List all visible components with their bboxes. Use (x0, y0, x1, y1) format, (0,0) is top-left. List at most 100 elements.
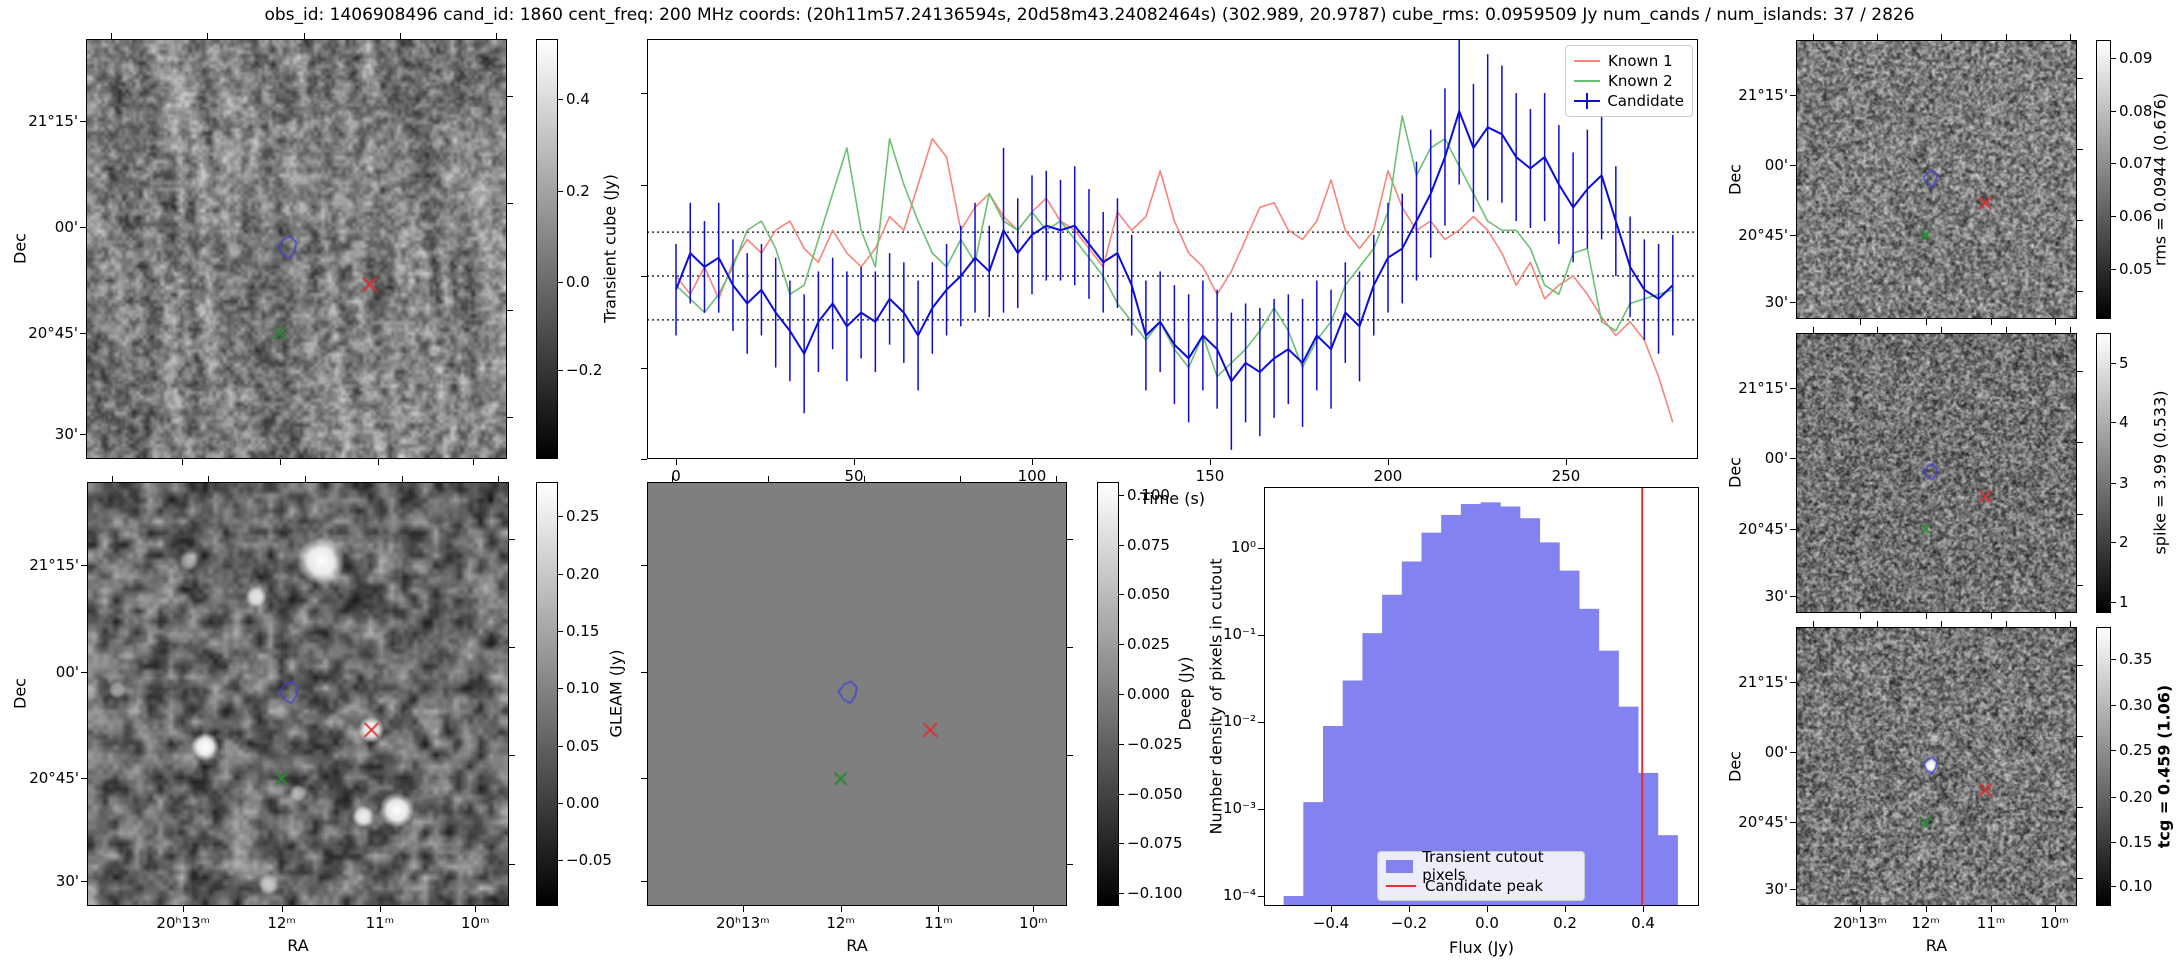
histogram-xlabel: Flux (Jy) (1448, 938, 1514, 957)
rms-xtick-top (1876, 34, 1878, 40)
rms-colorbar-tick-label: 0.05 (2119, 259, 2153, 278)
gleam-ytick (81, 880, 87, 882)
known1-line (675, 137, 1674, 423)
rms-ytick (1790, 164, 1796, 166)
transient-ytick-label: 20°45' (28, 323, 78, 342)
gleam-xtick-label: 10ᵐ (461, 914, 490, 932)
tcg-colorbar-tick (2111, 705, 2116, 707)
legend-item-candidate: Candidate (1574, 91, 1684, 111)
rms-ytick-label: 21°15' (1738, 85, 1788, 104)
deep-colorbar-tick (1119, 544, 1124, 546)
transient-colorbar-tick (558, 369, 563, 371)
deep-xtick-top (864, 476, 866, 482)
rms-border (1796, 40, 2077, 319)
rms-xtick-top (1812, 34, 1814, 40)
tcg-ytick-right (2077, 735, 2083, 737)
histogram-ytick (1258, 722, 1264, 723)
rms-ytick-label: 20°45' (1738, 226, 1788, 245)
spike-xtick (1991, 613, 1992, 619)
histogram-bar (1519, 518, 1541, 905)
histogram-xtick (1409, 906, 1410, 912)
tcg-colorbar-tick-label: 0.20 (2119, 788, 2153, 807)
tcg-colorbar-tick (2111, 659, 2116, 661)
gleam-ytick-label: 21°15' (29, 556, 79, 575)
deep-ytick (641, 565, 647, 567)
deep-ytick (641, 671, 647, 673)
gleam-colorbar-tick-label: 0.10 (566, 679, 600, 698)
histogram-xtick (1565, 906, 1566, 912)
spike-ytick-label: 20°45' (1738, 519, 1788, 538)
tcg-ytick (1790, 889, 1796, 891)
gleam-ytick-right (509, 863, 515, 865)
tcg-dec-axis-label: Dec (1725, 750, 1745, 782)
rms-ytick-right (2077, 291, 2083, 293)
lightcurve-xtick-label: 100 (1017, 467, 1047, 485)
gleam-colorbar-tick (558, 630, 563, 632)
transient-xtick (280, 459, 282, 465)
spike-ytick-label: 30' (1764, 587, 1788, 606)
spike-colorbar (2096, 333, 2111, 613)
lightcurve-plot (647, 39, 1698, 459)
deep-xtick-top (672, 476, 674, 482)
deep-xtick-label: 20ʰ13ᵐ (715, 914, 770, 932)
gleam-xtick-label: 11ᵐ (365, 914, 395, 932)
deep-xtick-label: 10ᵐ (1019, 914, 1048, 932)
histogram-ytick (1258, 635, 1264, 636)
lightcurve-ytick (641, 459, 647, 460)
tcg-border (1796, 627, 2077, 906)
transient-xtick (378, 459, 380, 465)
histogram-xtick (1331, 906, 1332, 912)
transient-xtick (181, 459, 183, 465)
gleam-xtick (183, 906, 185, 912)
deep-xtick-top (1056, 476, 1058, 482)
lightcurve-xtick-label: 150 (1195, 467, 1225, 485)
gleam-xtick (379, 906, 381, 912)
spike-colorbar-tick (2111, 482, 2116, 484)
transient-ytick (80, 227, 86, 229)
tcg-colorbar-tick (2111, 886, 2116, 888)
tcg-colorbar-label: tcg = 0.459 (1.06) (2154, 684, 2174, 848)
lightcurve-ytick (641, 276, 647, 277)
rms-xtick (1991, 319, 1992, 325)
deep-colorbar-tick-label: −0.025 (1127, 734, 1183, 753)
known2-line-swatch (1574, 79, 1600, 83)
gleam-ytick-right (509, 647, 515, 649)
histogram-bar (1342, 680, 1363, 905)
rms-ytick (1790, 302, 1796, 304)
tcg-xtick-label: 10ᵐ (2040, 914, 2069, 932)
gleam-xtick-top (112, 476, 114, 482)
rms-ytick-label: 00' (1764, 155, 1788, 174)
transient-colorbar-tick-label: 0.4 (566, 90, 590, 109)
transient-xtick-top (400, 33, 402, 39)
gleam-colorbar-tick (558, 573, 563, 575)
gleam-colorbar-tick-label: 0.15 (566, 621, 600, 640)
transient-colorbar-tick (558, 191, 563, 193)
histogram-bar (1362, 633, 1383, 905)
rms-image (1797, 41, 2076, 318)
tcg-image (1797, 628, 2076, 905)
rms-xtick (1860, 319, 1862, 325)
gleam-ytick-label: 30' (55, 871, 79, 890)
transient-border (86, 39, 507, 459)
histogram-ylabel: Number density of pixels in cutout (1206, 558, 1226, 834)
histogram-plot (1264, 487, 1699, 906)
gleam-xtick (475, 906, 477, 912)
gleam-xtick-top (208, 476, 210, 482)
rms-ytick-label: 30' (1764, 293, 1788, 312)
transient-ytick (80, 433, 86, 435)
histogram-bar (1323, 725, 1344, 905)
histogram-ytick-label: 10⁻¹ (1222, 625, 1256, 643)
tcg-xtick (2054, 906, 2056, 912)
tcg-ytick-label: 20°45' (1738, 813, 1788, 832)
spike-xtick-top (2005, 327, 2007, 333)
tcg-ytick (1790, 822, 1796, 824)
gleam-colorbar (536, 482, 558, 906)
transient-colorbar-tick-label: 0.2 (566, 182, 590, 201)
histogram-bar (1618, 706, 1639, 905)
histogram-xtick-label: 0.4 (1631, 914, 1655, 932)
spike-xtick-top (2069, 327, 2071, 333)
gleam-colorbar-tick (558, 802, 563, 804)
spike-ytick-right (2077, 370, 2083, 372)
deep-ra-axis-label: RA (846, 936, 868, 955)
tcg-xtick-label: 20ʰ13ᵐ (1833, 914, 1887, 932)
